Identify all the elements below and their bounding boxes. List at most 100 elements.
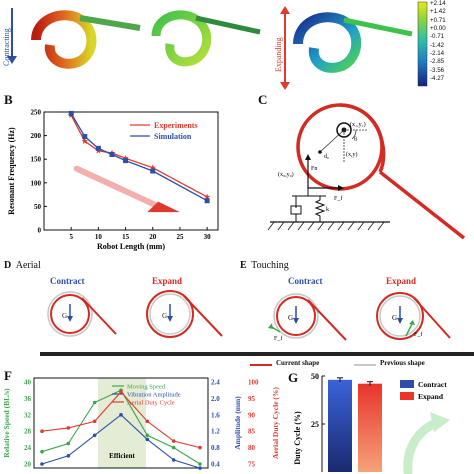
- x-tick-label: 30: [204, 233, 212, 241]
- mid-tick-label: 2.0: [211, 395, 220, 403]
- fn-label: Fn: [311, 166, 317, 172]
- expanding-arrowhead-up: [280, 6, 290, 14]
- robot-tail: [378, 170, 466, 240]
- spiral-contracting: [31, 10, 141, 69]
- trend-arrow: [73, 165, 167, 212]
- colorbar-tick: -2.85: [430, 58, 445, 66]
- right-tick-label: 85: [248, 428, 256, 436]
- data-point: [66, 454, 71, 458]
- data-point-simulation: [68, 110, 74, 116]
- data-point-experiments: [149, 164, 156, 171]
- spring: [314, 196, 326, 222]
- data-point: [92, 433, 97, 438]
- y-tick-label: 50: [34, 203, 42, 211]
- data-point: [198, 466, 202, 470]
- previous-shape-swatch: [354, 364, 376, 366]
- colorbar-tick: +0.00: [430, 25, 446, 33]
- k-label: k: [326, 207, 329, 213]
- panel-d-contract-label: Contract: [50, 276, 85, 286]
- panel-g: G Duty Cycle (%) 25 50 Contract Expand: [288, 368, 474, 474]
- friction-arrow-expand: [405, 323, 413, 337]
- panel-f-label: F: [4, 368, 12, 383]
- aerial-diagram: G G: [47, 290, 223, 338]
- legend-label: Aerial Duty Cycle: [127, 400, 175, 407]
- panel-e-title: Touching: [251, 260, 289, 271]
- mid-tick-label: 1.6: [211, 411, 220, 419]
- data-point: [66, 426, 71, 430]
- data-point: [66, 441, 71, 446]
- data-point-simulation: [150, 168, 156, 174]
- expanding-arrowhead-down: [280, 82, 290, 90]
- legend-label: Contract: [418, 380, 447, 389]
- divider-bar: [40, 352, 474, 356]
- x1y1-label: (x₁,y₁): [350, 121, 366, 128]
- left-tick-label: 24: [24, 444, 32, 452]
- left-tick-label: 36: [24, 395, 32, 403]
- panel-d: D Aerial Contract Expand G G: [0, 260, 232, 352]
- x-tick-label: 15: [122, 233, 130, 241]
- shape-legend: Current shape Previous shape: [250, 359, 474, 371]
- colorbar-tick: +1.42: [430, 8, 446, 16]
- data-point: [198, 445, 202, 450]
- y-tick-label: 200: [31, 132, 42, 140]
- y-axis-label: Duty Cycle (%): [293, 411, 302, 465]
- data-point: [171, 445, 176, 450]
- plot-frame: [33, 377, 209, 469]
- ff-label-contract: F_f: [274, 335, 282, 342]
- panel-e-label: E Touching: [240, 260, 289, 271]
- y-tick-label: 25: [311, 420, 319, 429]
- mid-tick-label: 0.8: [211, 444, 220, 452]
- y-axis-label: Resonant Frequency (Hz): [7, 127, 16, 215]
- mid-tick-label: 2.4: [211, 379, 220, 387]
- current-shape-label: Current shape: [276, 359, 320, 367]
- colorbar-tick: -3.56: [430, 66, 445, 74]
- bar-contract: [328, 379, 352, 472]
- colorbar-tick: +2.14: [430, 0, 446, 7]
- data-point: [92, 400, 97, 405]
- plot-frame: [43, 111, 219, 231]
- panel-e: E Touching Contract Expand G F_f G F_f: [236, 260, 474, 352]
- data-point-experiments: [81, 137, 89, 145]
- data-point: [119, 413, 123, 417]
- current-shape-swatch: [250, 364, 272, 366]
- right-tick-label: 95: [248, 395, 256, 403]
- legend-label: Moving Speed: [127, 384, 166, 391]
- y-tick-label: 150: [31, 156, 42, 164]
- spiral-expanding: [293, 12, 413, 73]
- duty-cycle-chart: Duty Cycle (%) 25 50 Contract Expand: [293, 372, 450, 474]
- data-point-simulation: [204, 198, 210, 204]
- x-axis-label: Robot Length (mm): [97, 242, 165, 251]
- panel-d-title: Aerial: [15, 260, 41, 271]
- g-label-touch-contract: G: [288, 314, 293, 322]
- panel-c-label: C: [258, 92, 268, 107]
- right-axis-label: Aerial Duty Cycle (%): [271, 387, 280, 459]
- legend-swatch: [400, 392, 414, 400]
- colorbar: [417, 1, 428, 87]
- data-point: [92, 419, 97, 424]
- left-axis-label: Relative Speed (BL/s): [2, 388, 11, 458]
- panel-c: C θ d₀ (x,y): [240, 92, 474, 252]
- legend-label: Vibration Amplitude: [127, 392, 181, 399]
- left-tick-label: 32: [24, 411, 32, 419]
- right-tick-label: 100: [248, 379, 259, 387]
- touching-diagram: G F_f G F_f: [268, 292, 451, 342]
- contracting-arrowhead: [7, 56, 17, 64]
- xgyg-label: (x₉,y₉): [278, 171, 294, 178]
- data-point: [145, 419, 150, 424]
- left-tick-label: 28: [24, 428, 32, 436]
- panel-f: F Efficient 20 24 28 32 36 40 0.4 0.8 1.2 1.6 2.0 2.…: [0, 368, 285, 474]
- colorbar-tick: -4.27: [430, 75, 445, 83]
- panel-e-letter: E: [240, 260, 247, 271]
- panel-g-label: G: [288, 370, 299, 385]
- y-tick-label: 250: [31, 109, 42, 117]
- data-point-simulation: [95, 145, 101, 151]
- panel-b-label: B: [4, 92, 13, 107]
- panel-e-contract-label: Contract: [288, 276, 323, 286]
- data-point: [145, 433, 150, 438]
- data-point-simulation: [82, 134, 88, 140]
- left-tick-label: 20: [24, 461, 32, 469]
- colorbar-tick: -1.42: [430, 41, 445, 49]
- decorative-arrow: [403, 417, 443, 474]
- g-label-expand: G: [162, 312, 167, 320]
- mid-tick-label: 1.2: [211, 428, 220, 436]
